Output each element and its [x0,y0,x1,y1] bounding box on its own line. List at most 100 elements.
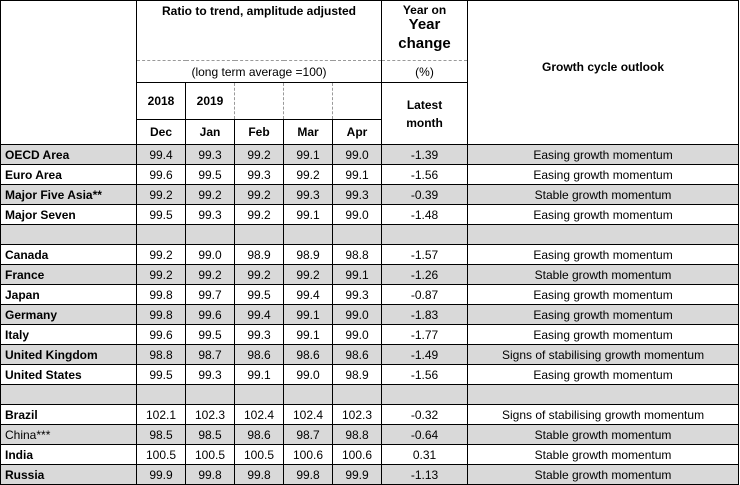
value-mar: 99.1 [283,144,333,165]
yoy-value: -0.39 [381,184,469,205]
table-row-spacer [0,224,740,245]
month-apr: Apr [332,119,383,145]
value-feb: 99.3 [234,324,284,345]
yoy-value: -1.77 [381,324,469,345]
outlook-text: Stable growth momentum [467,464,740,485]
value-dec: 102.1 [136,404,186,425]
country-name: France [0,264,137,285]
value-jan: 99.3 [185,204,235,225]
table-row: United States 99.5 99.3 99.1 99.0 98.9 -… [0,364,740,385]
outlook-text: Signs of stabilising growth momentum [467,404,740,425]
value-apr: 99.1 [332,164,383,185]
value-dec: 99.5 [136,364,186,385]
value-mar: 99.8 [283,464,333,485]
value-apr: 99.9 [332,464,383,485]
outlook-text: Easing growth momentum [467,244,740,265]
table-row: Japan 99.8 99.7 99.5 99.4 99.3 -0.87 Eas… [0,284,740,305]
outlook-text: Easing growth momentum [467,204,740,225]
value-mar: 98.9 [283,244,333,265]
value-apr: 99.0 [332,304,383,325]
pct-label: (%) [381,60,469,83]
country-name: Japan [0,284,137,305]
year-2019: 2019 [185,82,235,120]
value-apr: 100.6 [332,444,383,465]
value-jan: 98.5 [185,424,235,445]
long-term-note: (long term average =100) [136,60,383,83]
yoy-value: -1.39 [381,144,469,165]
country-name: India [0,444,137,465]
value-dec: 99.2 [136,184,186,205]
value-jan: 99.3 [185,364,235,385]
value-feb: 99.1 [234,364,284,385]
value-feb: 99.8 [234,464,284,485]
table-row: Brazil 102.1 102.3 102.4 102.4 102.3 -0.… [0,404,740,425]
latest-line1: Latest [406,97,443,112]
value-mar: 99.2 [283,164,333,185]
month-jan: Jan [185,119,235,145]
value-apr: 99.0 [332,324,383,345]
value-feb: 98.6 [234,424,284,445]
value-jan: 99.3 [185,144,235,165]
value-mar: 98.6 [283,344,333,365]
value-apr: 99.3 [332,184,383,205]
yoy-value: -0.87 [381,284,469,305]
value-feb: 99.2 [234,264,284,285]
value-feb: 99.5 [234,284,284,305]
latest-month-header: Latest month [381,82,469,145]
yoy-line3: change [398,34,451,52]
value-dec: 99.6 [136,324,186,345]
outlook-text: Easing growth momentum [467,164,740,185]
yoy-value: -1.56 [381,164,469,185]
value-jan: 99.5 [185,324,235,345]
outlook-text: Easing growth momentum [467,324,740,345]
country-name: United States [0,364,137,385]
value-jan: 102.3 [185,404,235,425]
outlook-text: Easing growth momentum [467,304,740,325]
country-name: OECD Area [0,144,137,165]
yoy-header: Year on Year change [381,0,469,61]
value-feb: 99.4 [234,304,284,325]
corner-cell [0,0,137,61]
value-dec: 99.2 [136,264,186,285]
value-jan: 99.6 [185,304,235,325]
value-jan: 100.5 [185,444,235,465]
value-dec: 98.8 [136,344,186,365]
table-row: Germany 99.8 99.6 99.4 99.1 99.0 -1.83 E… [0,304,740,325]
month-mar: Mar [283,119,333,145]
outlook-text: Easing growth momentum [467,144,740,165]
value-feb: 98.6 [234,344,284,365]
yoy-value: -1.57 [381,244,469,265]
table-row: United Kingdom 98.8 98.7 98.6 98.6 98.6 … [0,344,740,365]
value-apr: 99.3 [332,284,383,305]
country-name: China*** [0,424,137,445]
value-apr: 98.9 [332,364,383,385]
table-row: China*** 98.5 98.5 98.6 98.7 98.8 -0.64 … [0,424,740,445]
value-apr: 99.0 [332,144,383,165]
latest-line2: month [406,115,443,130]
value-dec: 100.5 [136,444,186,465]
value-dec: 98.5 [136,424,186,445]
outlook-text: Easing growth momentum [467,284,740,305]
value-dec: 99.2 [136,244,186,265]
outlook-header: Growth cycle outlook [467,60,740,83]
yoy-value: -0.32 [381,404,469,425]
value-mar: 99.1 [283,324,333,345]
value-dec: 99.8 [136,284,186,305]
outlook-text: Stable growth momentum [467,444,740,465]
value-apr: 98.8 [332,424,383,445]
value-apr: 98.6 [332,344,383,365]
country-name: Canada [0,244,137,265]
value-jan: 99.7 [185,284,235,305]
value-apr: 102.3 [332,404,383,425]
country-name: United Kingdom [0,344,137,365]
country-name: Major Seven [0,204,137,225]
outlook-text: Signs of stabilising growth momentum [467,344,740,365]
value-jan: 99.2 [185,184,235,205]
value-mar: 99.3 [283,184,333,205]
value-jan: 98.7 [185,344,235,365]
value-feb: 98.9 [234,244,284,265]
country-name [0,384,137,405]
value-feb: 100.5 [234,444,284,465]
month-feb: Feb [234,119,284,145]
value-dec: 99.8 [136,304,186,325]
